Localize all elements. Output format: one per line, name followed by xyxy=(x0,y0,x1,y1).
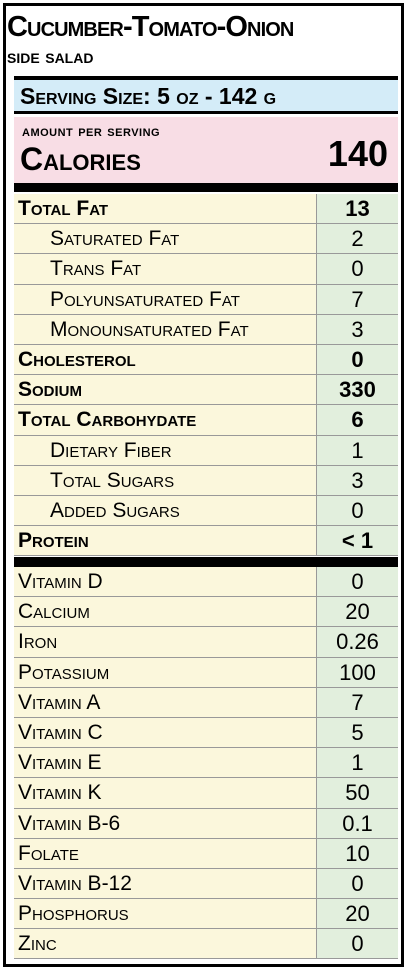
nutrient-value: 0.26 xyxy=(316,627,398,657)
nutrient-value: 0.1 xyxy=(316,808,398,838)
nutrient-row: Total Sugars 3 xyxy=(14,465,398,496)
divider-thick-micros xyxy=(14,557,398,567)
nutrient-row: Total Fat 13 xyxy=(14,194,398,225)
nutrient-row: Sodium 330 xyxy=(14,375,398,406)
nutrient-row: Total Carbohydate 6 xyxy=(14,405,398,436)
nutrient-value: 0 xyxy=(316,929,398,959)
nutrient-row: Calcium 20 xyxy=(14,597,398,628)
nutrient-name: Potassium xyxy=(18,660,110,684)
nutrient-row: Phosphorus 20 xyxy=(14,899,398,930)
nutrient-value: 0 xyxy=(316,344,398,375)
nutrient-name: Sodium xyxy=(18,378,83,402)
nutrient-name: Vitamin B-12 xyxy=(18,871,132,895)
divider-top xyxy=(14,76,398,80)
amount-per-serving-label: amount per serving xyxy=(22,123,161,140)
nutrient-name: Vitamin A xyxy=(18,690,101,714)
nutrient-name: Dietary Fiber xyxy=(50,438,172,462)
nutrient-row: Vitamin A 7 xyxy=(14,687,398,718)
nutrient-value: 1 xyxy=(316,748,398,778)
calories-value: 140 xyxy=(327,133,388,174)
nutrient-value: 330 xyxy=(316,375,398,405)
nutrient-name: Folate xyxy=(18,841,79,865)
nutrient-value: < 1 xyxy=(316,526,398,556)
nutrient-row: Monounsaturated Fat 3 xyxy=(14,314,398,345)
nutrient-row: Vitamin K 50 xyxy=(14,778,398,809)
nutrient-name: Vitamin C xyxy=(18,720,103,744)
nutrient-value: 0 xyxy=(316,567,398,597)
nutrient-name: Vitamin B-6 xyxy=(18,811,121,835)
nutrient-row: Folate 10 xyxy=(14,838,398,869)
nutrient-value: 100 xyxy=(316,657,398,687)
nutrient-name: Calcium xyxy=(18,600,90,624)
nutrient-value: 20 xyxy=(316,899,398,929)
nutrient-row: Iron 0.26 xyxy=(14,627,398,658)
nutrient-value: 7 xyxy=(316,687,398,717)
nutrient-value: 13 xyxy=(316,194,398,224)
nutrient-name: Added Sugars xyxy=(50,498,180,522)
divider-thick-calories xyxy=(14,183,398,192)
nutrient-name: Total Carbohydate xyxy=(18,408,197,432)
nutrient-value: 6 xyxy=(316,405,398,435)
nutrient-name: Saturated Fat xyxy=(50,227,180,251)
nutrient-name: Vitamin E xyxy=(18,751,102,775)
nutrient-name: Monounsaturated Fat xyxy=(50,317,249,341)
nutrient-value: 2 xyxy=(316,224,398,254)
nutrient-name: Total Sugars xyxy=(50,468,175,492)
nutrient-name: Polyunsaturated Fat xyxy=(50,287,240,311)
nutrient-name: Vitamin K xyxy=(18,781,102,805)
nutrient-row: Vitamin D 0 xyxy=(14,567,398,598)
nutrient-row: Vitamin B-12 0 xyxy=(14,868,398,900)
nutrient-value: 1 xyxy=(316,435,398,465)
nutrient-row: Potassium 100 xyxy=(14,657,398,688)
micronutrient-list: Vitamin D 0 Calcium 20 Iron 0.26 Potassium 100 V… xyxy=(14,567,398,960)
nutrient-row: Vitamin B-6 0.1 xyxy=(14,808,398,839)
nutrient-name: Phosphorus xyxy=(18,902,129,926)
nutrient-row: Vitamin E 1 xyxy=(14,748,398,779)
nutrient-value: 50 xyxy=(316,778,398,808)
nutrient-value: 0 xyxy=(316,495,398,526)
nutrient-value: 20 xyxy=(316,597,398,627)
nutrient-value: 7 xyxy=(316,284,398,314)
nutrient-row: Zinc 0 xyxy=(14,929,398,960)
nutrient-row: Protein < 1 xyxy=(14,526,398,557)
nutrient-row: Cholesterol 0 xyxy=(14,344,398,376)
calories-block: amount per serving Calories 140 xyxy=(14,117,398,183)
nutrient-name: Cholesterol xyxy=(18,347,136,371)
nutrient-name: Trans Fat xyxy=(50,257,142,281)
nutrient-row: Polyunsaturated Fat 7 xyxy=(14,284,398,315)
page-title: Cucumber-Tomato-Onion xyxy=(7,11,294,43)
nutrient-value: 3 xyxy=(316,465,398,495)
nutrient-name: Iron xyxy=(18,630,58,654)
nutrient-value: 10 xyxy=(316,838,398,868)
calories-label: Calories xyxy=(20,141,141,177)
nutrient-value: 5 xyxy=(316,717,398,748)
page-subtitle: side salad xyxy=(7,46,94,68)
serving-size-row: Serving Size: 5 oz - 142 g xyxy=(14,80,398,114)
nutrient-name: Vitamin D xyxy=(18,570,103,593)
macronutrient-list: Total Fat 13 Saturated Fat 2 Trans Fat 0 Polyu… xyxy=(14,194,398,557)
nutrient-name: Protein xyxy=(18,529,89,553)
serving-size-text: Serving Size: 5 oz - 142 g xyxy=(20,83,277,109)
nutrient-row: Trans Fat 0 xyxy=(14,254,398,285)
nutrient-name: Total Fat xyxy=(18,197,109,220)
nutrient-value: 0 xyxy=(316,868,398,899)
nutrient-row: Vitamin C 5 xyxy=(14,717,398,749)
nutrient-name: Zinc xyxy=(18,932,57,956)
nutrient-value: 3 xyxy=(316,314,398,344)
nutrient-row: Dietary Fiber 1 xyxy=(14,435,398,466)
nutrient-row: Saturated Fat 2 xyxy=(14,224,398,255)
nutrient-row: Added Sugars 0 xyxy=(14,495,398,527)
nutrient-value: 0 xyxy=(316,254,398,284)
